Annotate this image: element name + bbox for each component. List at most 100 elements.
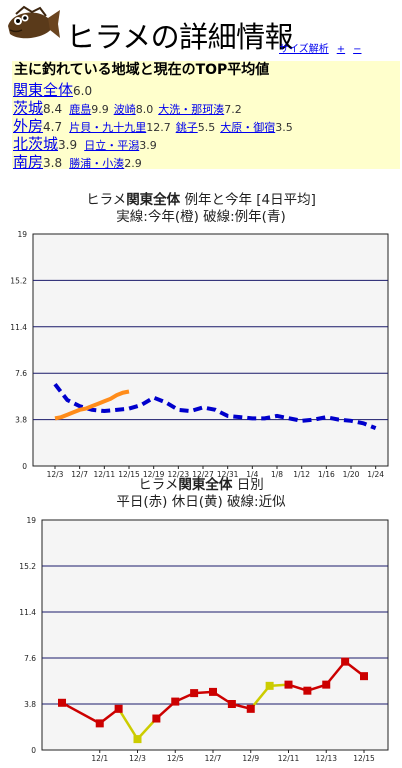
series-segment <box>61 701 101 725</box>
plot-area <box>32 233 389 467</box>
x-tick-label: 1/4 <box>246 470 258 479</box>
spot-value: 7.2 <box>224 103 242 116</box>
y-tick-label: 11.4 <box>19 608 36 617</box>
size-analysis-link[interactable]: サイズ解析 <box>279 44 329 55</box>
x-tick-label: 12/9 <box>242 754 259 763</box>
spot-value: 2.9 <box>124 157 142 170</box>
x-tick-label: 12/3 <box>129 754 146 763</box>
data-point <box>227 700 236 708</box>
x-tick-label: 12/27 <box>192 470 214 479</box>
chart2-title: ヒラメ関東全体 日別 <box>0 477 402 494</box>
region-value: 3.8 <box>43 156 63 170</box>
page-title: ヒラメの詳細情報 <box>66 20 294 54</box>
data-point <box>171 697 180 706</box>
y-tick-label: 19 <box>17 230 27 239</box>
spot-value: 5.5 <box>197 121 216 134</box>
spot-link-hitachi-hirakata[interactable]: 日立・平潟 <box>84 139 140 152</box>
chart1-title-fish: ヒラメ <box>86 192 127 208</box>
region-value: 3.9 <box>58 138 78 152</box>
x-tick-label: 12/23 <box>168 470 190 479</box>
spot-link-katakai-kujukuri[interactable]: 片貝・九十九里 <box>69 121 147 134</box>
summary-heading: 主に釣れている地域と現在のTOP平均値 <box>14 62 270 78</box>
spot-link-katsuura-kominato[interactable]: 勝浦・小湊 <box>69 157 125 170</box>
spot-value: 12.7 <box>146 121 171 134</box>
spot-link-oarai-nakaminato[interactable]: 大洗・那珂湊 <box>158 103 225 116</box>
x-tick-label: 12/15 <box>118 470 140 479</box>
series-line-this-year <box>54 389 130 421</box>
zoom-out-link[interactable]: − <box>353 44 362 55</box>
y-tick-label: 3.8 <box>15 416 27 425</box>
region-value: 8.4 <box>43 102 63 116</box>
x-tick-label: 12/11 <box>278 754 300 763</box>
region-summary-panel: 主に釣れている地域と現在のTOP平均値 関東全体6.0 茨城8.4 鹿島9.9 波… <box>12 61 400 172</box>
chart1-title-text: 例年と今年 [4日平均] <box>184 192 316 208</box>
x-tick-label: 12/7 <box>205 754 222 763</box>
page-header: ヒラメの詳細情報 サイズ解析 + − <box>0 0 402 60</box>
y-tick-label: 19 <box>26 516 36 525</box>
chart2-title-region: 関東全体 <box>178 477 233 493</box>
y-tick-label: 11.4 <box>10 323 27 332</box>
zoom-in-link[interactable]: + <box>336 44 346 55</box>
data-point <box>265 681 274 690</box>
region-row-sotobo: 外房4.7 片貝・九十九里12.7 銚子5.5 大原・御宿3.5 <box>13 115 296 136</box>
data-point <box>58 698 66 707</box>
region-link-kita-ibaraki[interactable]: 北茨城 <box>13 135 59 153</box>
x-tick-label: 12/13 <box>315 754 337 763</box>
data-point <box>360 672 368 681</box>
chart1-title-region: 関東全体 <box>126 192 181 208</box>
region-value: 4.7 <box>43 120 63 134</box>
header-links: サイズ解析 + − <box>279 40 369 55</box>
data-point <box>341 657 350 666</box>
x-tick-label: 12/3 <box>47 470 64 479</box>
x-tick-label: 12/31 <box>217 470 239 479</box>
data-point <box>284 680 293 689</box>
series-segment <box>117 708 139 740</box>
x-tick-label: 12/5 <box>167 754 184 763</box>
data-point <box>322 680 331 689</box>
chart1-svg: 0 3.8 7.6 11.4 15.2 19 12/3 12/7 12/11 12/15 12/19… <box>10 230 389 479</box>
data-point <box>152 714 161 723</box>
y-tick-label: 7.6 <box>15 369 27 378</box>
chart2-title-text: 日別 <box>236 477 264 493</box>
y-tick-label: 0 <box>22 462 27 471</box>
region-row-kita-ibaraki: 北茨城3.9 日立・平潟3.9 <box>13 133 160 154</box>
data-point <box>95 719 104 728</box>
data-point <box>114 704 123 713</box>
data-point <box>303 686 312 695</box>
region-link-nanbo[interactable]: 南房 <box>13 153 44 171</box>
y-tick-label: 15.2 <box>10 276 27 285</box>
region-link-kanto[interactable]: 関東全体 <box>13 81 74 99</box>
spot-value: 3.9 <box>139 139 157 152</box>
region-row-nanbo: 南房3.8 勝浦・小湊2.9 <box>13 151 145 172</box>
chart2-svg: 0 3.8 7.6 11.4 15.2 19 12/1 12/3 12/5 12/7 12/9 12/… <box>19 516 389 763</box>
data-point <box>246 704 255 713</box>
data-point <box>190 689 199 698</box>
chart2-title-fish: ヒラメ <box>138 477 179 493</box>
region-link-ibaraki[interactable]: 茨城 <box>13 99 44 117</box>
chart1-subtitle: 実線:今年(橙) 破線:例年(青) <box>116 209 286 225</box>
x-tick-label: 1/16 <box>318 470 335 479</box>
spot-link-kashima[interactable]: 鹿島 <box>69 103 92 116</box>
x-tick-label: 12/15 <box>353 754 375 763</box>
y-tick-label: 15.2 <box>19 562 36 571</box>
spot-value: 9.9 <box>91 103 109 116</box>
region-value: 6.0 <box>73 84 93 98</box>
x-tick-label: 12/7 <box>71 470 88 479</box>
y-tick-label: 3.8 <box>24 700 36 709</box>
x-tick-label: 12/1 <box>91 754 108 763</box>
y-tick-label: 0 <box>31 746 36 755</box>
spot-link-ohara-onjuku[interactable]: 大原・御宿 <box>220 121 276 134</box>
data-point <box>133 735 142 744</box>
spot-value: 8.0 <box>135 103 154 116</box>
x-tick-label: 12/11 <box>94 470 116 479</box>
y-tick-label: 7.6 <box>24 654 36 663</box>
spot-link-hasaki[interactable]: 波崎 <box>113 103 136 116</box>
region-row-ibaraki: 茨城8.4 鹿島9.9 波崎8.0 大洗・那珂湊7.2 <box>13 97 245 118</box>
chart2-subtitle: 平日(赤) 休日(黄) 破線:近似 <box>116 494 286 510</box>
region-link-sotobo[interactable]: 外房 <box>13 117 44 135</box>
x-tick-label: 12/19 <box>143 470 165 479</box>
chart1-title: ヒラメ関東全体 例年と今年 [4日平均] <box>0 192 402 209</box>
spot-link-choshi[interactable]: 銚子 <box>175 121 198 134</box>
x-tick-label: 1/20 <box>343 470 360 479</box>
region-row-kanto: 関東全体6.0 <box>13 79 92 100</box>
